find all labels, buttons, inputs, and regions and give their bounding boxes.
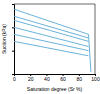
y-tick: [12, 51, 14, 52]
chart: 0 20 40 60 80 100 Saturation degree (Sr %) Suct…: [0, 0, 100, 94]
x-tick-label: 100: [91, 76, 100, 82]
x-tick-label: 0: [13, 76, 16, 82]
y-tick-mark: [12, 51, 14, 52]
x-tick: 100: [91, 74, 100, 82]
y-axis-title: Suction (kPa): [1, 24, 7, 54]
y-tick-mark: [12, 4, 14, 5]
x-tick-label: 20: [28, 76, 34, 82]
y-axis-line: [12, 5, 15, 75]
x-axis-title: Saturation degree (Sr %): [27, 86, 83, 92]
x-axis-line: [15, 75, 96, 77]
plot: 0 20 40 60 80 100: [12, 4, 100, 82]
x-tick: 60: [60, 74, 66, 82]
series-line: [14, 9, 91, 72]
series-line: [14, 20, 89, 41]
x-tick-label: 60: [60, 76, 66, 82]
x-tick: 80: [77, 74, 83, 82]
y-tick-mark: [12, 27, 14, 28]
x-tick: 0: [13, 74, 16, 82]
y-tick: [12, 74, 14, 75]
frame: [95, 4, 96, 74]
series-line: [14, 41, 89, 55]
y-tick-mark: [12, 74, 14, 75]
lines: [14, 9, 91, 72]
x-tick: 20: [28, 74, 34, 82]
x-axis: 0 20 40 60 80 100: [13, 74, 100, 82]
x-tick-label: 40: [44, 76, 50, 82]
series-line: [14, 16, 89, 38]
y-tick: [12, 4, 14, 5]
y-axis: [12, 5, 15, 75]
x-tick-label: 80: [77, 76, 83, 82]
x-tick: 40: [44, 74, 50, 82]
frame: [14, 4, 95, 5]
y-tick: [12, 27, 14, 28]
